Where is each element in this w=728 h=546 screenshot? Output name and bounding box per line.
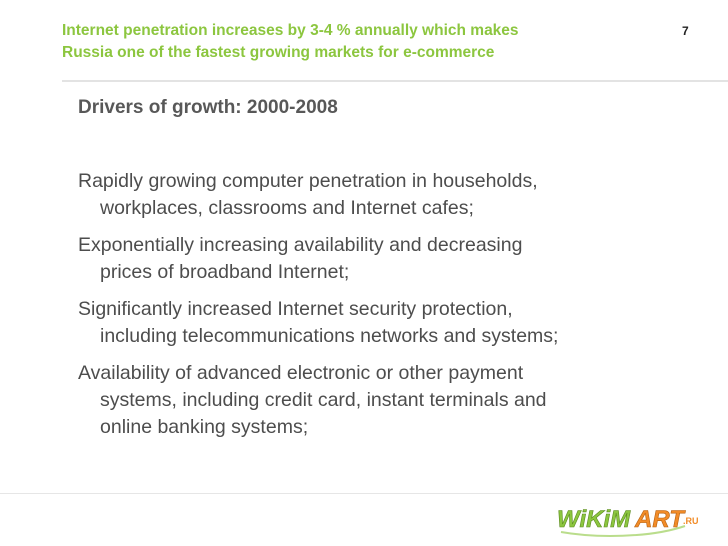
title-divider [62, 80, 728, 82]
driver-item-security: Significantly increased Internet securit… [78, 296, 718, 350]
driver-line: including telecommunications networks an… [100, 325, 559, 347]
slide-title: Internet penetration increases by 3-4 % … [62, 20, 672, 64]
drivers-list: Rapidly growing computer penetration in … [78, 168, 718, 451]
svg-text:ART: ART [634, 506, 686, 533]
driver-line: Rapidly growing computer penetration in … [78, 170, 538, 192]
driver-line: online banking systems; [100, 416, 309, 438]
svg-text:.RU: .RU [683, 516, 699, 526]
slide-title-line-2: Russia one of the fastest growing market… [62, 44, 495, 61]
section-subheading: Drivers of growth: 2000-2008 [78, 97, 338, 118]
svg-text:WiKiM: WiKiM [557, 506, 631, 533]
driver-line: Significantly increased Internet securit… [78, 298, 513, 320]
footer-divider [0, 493, 728, 494]
driver-item-payment-systems: Availability of advanced electronic or o… [78, 360, 718, 441]
driver-line: Availability of advanced electronic or o… [78, 362, 524, 384]
driver-line: Exponentially increasing availability an… [78, 234, 523, 256]
wikimart-logo: WiKiM ART .RU [557, 506, 699, 537]
driver-line: prices of broadband Internet; [100, 261, 350, 283]
driver-line: systems, including credit card, instant … [100, 389, 547, 411]
driver-item-computer-penetration: Rapidly growing computer penetration in … [78, 168, 718, 222]
slide-title-line-1: Internet penetration increases by 3-4 % … [62, 22, 519, 39]
page-number: 7 [682, 24, 689, 38]
driver-item-broadband: Exponentially increasing availability an… [78, 232, 718, 286]
driver-line: workplaces, classrooms and Internet cafe… [100, 197, 474, 219]
